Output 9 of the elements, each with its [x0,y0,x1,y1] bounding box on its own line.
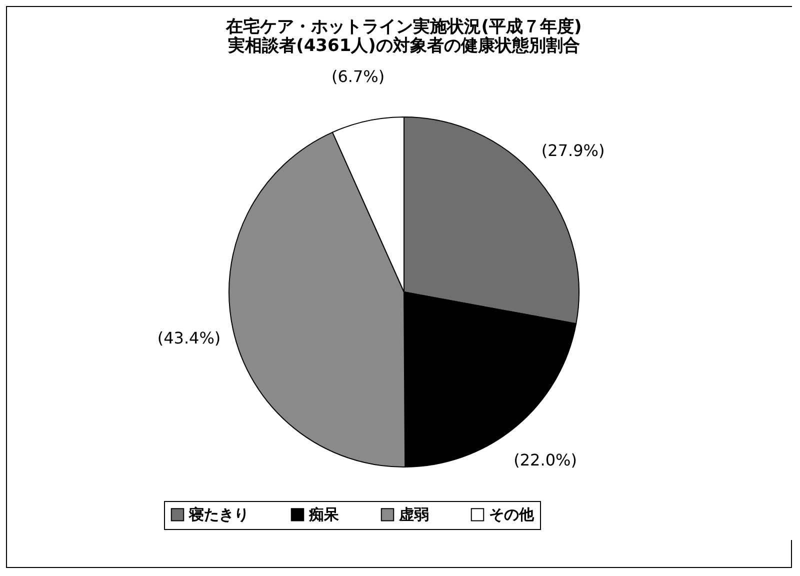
data-label: (22.0%) [514,450,577,470]
legend-label: 虚弱 [398,506,429,524]
data-label: (27.9%) [541,141,605,160]
legend-label: その他 [489,506,535,524]
legend-label: 寝たきり [188,506,249,524]
data-label: (6.7%) [331,66,385,86]
data-label: (43.4%) [157,328,221,348]
chart-title: 在宅ケア・ホットライン実施状況(平成７年度) 実相談者(4361人)の対象者の健康状態別割合 [225,16,582,56]
legend-label: 痴呆 [308,506,340,524]
